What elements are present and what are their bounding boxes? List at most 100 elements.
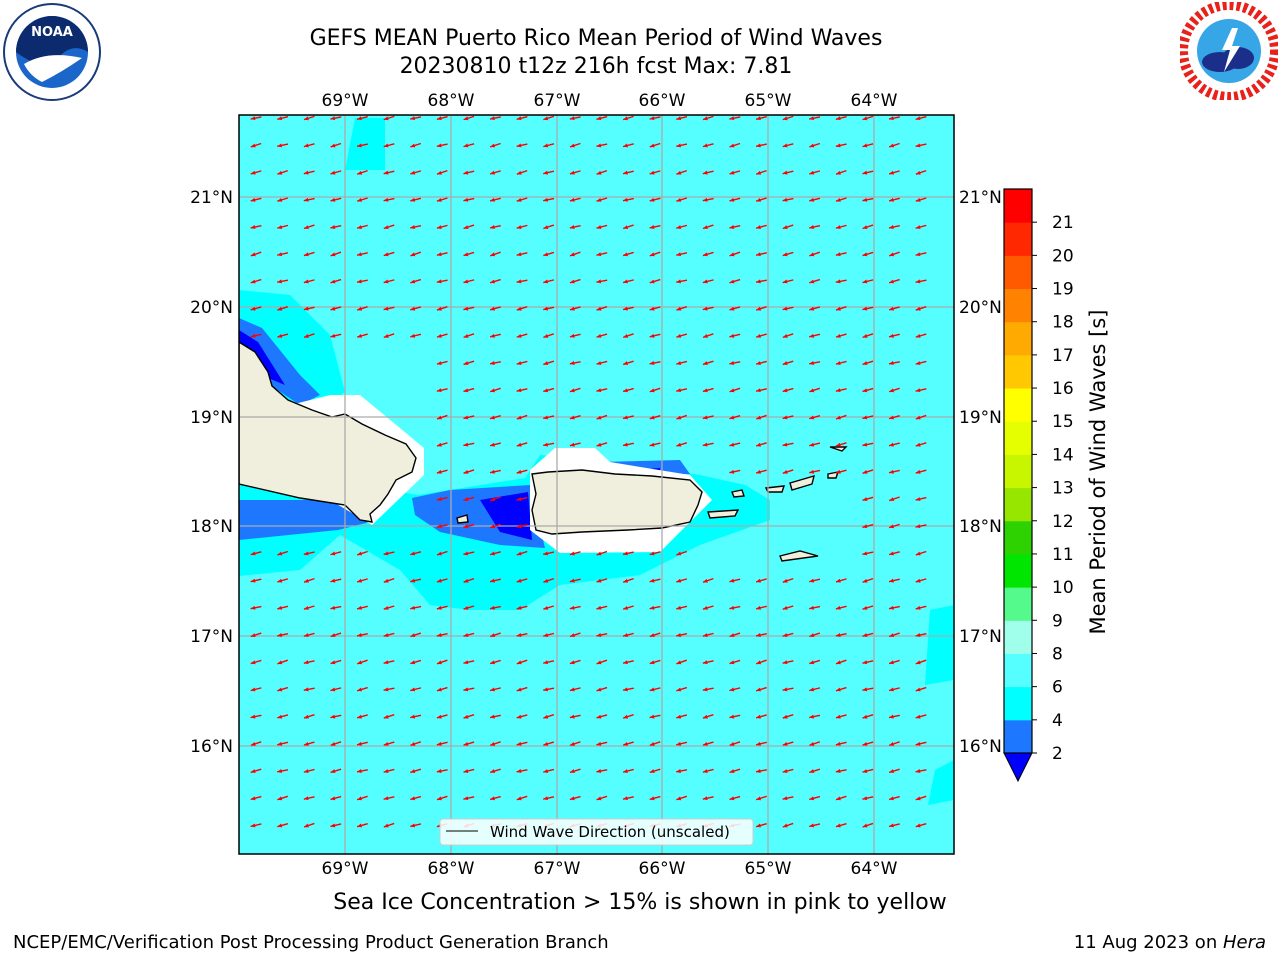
wind-wave-arrow [463,577,475,583]
wind-wave-arrow [702,687,714,692]
wind-wave-arrow [330,823,342,828]
wind-wave-arrow [915,388,927,393]
wind-wave-arrow [622,442,634,447]
wind-wave-arrow [596,442,608,447]
wind-wave-arrow [888,415,900,420]
wind-wave-arrow [915,823,927,828]
wind-wave-arrow [649,632,661,638]
wind-wave-arrow [569,659,581,665]
wind-wave-arrow [250,278,262,284]
wind-wave-arrow [250,795,262,801]
wind-wave-arrow [330,142,342,148]
colorbar-tick-label: 21 [1052,213,1074,233]
wind-wave-arrow [543,224,555,230]
wind-wave-arrow [303,768,315,773]
wind-wave-arrow [888,741,900,747]
wind-wave-arrow [755,115,767,121]
wind-wave-arrow [596,333,608,338]
wind-wave-arrow [755,442,767,447]
noaa-logo-icon: NOAA [3,3,101,101]
wind-wave-arrow [702,605,714,610]
wind-wave-arrow [888,116,900,121]
wind-wave-arrow [862,306,874,311]
wind-wave-arrow [676,143,688,148]
wind-wave-arrow [250,142,262,148]
wind-wave-arrow [277,795,289,801]
wind-wave-arrow [755,333,767,338]
wind-wave-arrow [250,116,262,121]
lon-tick-label: 68°W [428,859,475,879]
wind-wave-arrow [277,714,289,719]
wind-wave-arrow [436,197,448,202]
wind-wave-arrow [516,632,528,637]
wind-wave-arrow [356,252,368,257]
wind-wave-arrow [463,605,475,610]
wind-wave-arrow [622,687,634,692]
wind-wave-arrow [277,279,289,284]
wind-wave-arrow [463,469,475,474]
wind-wave-arrow [809,306,821,311]
wind-wave-arrow [676,224,688,229]
wind-wave-arrow [569,551,581,556]
wind-wave-arrow [676,360,688,365]
wind-wave-arrow [463,115,475,121]
wind-wave-arrow [463,170,475,175]
wind-wave-arrow [835,769,847,773]
colorbar-tick-label: 2 [1052,744,1063,764]
colorbar-tick-label: 4 [1052,711,1063,731]
wind-wave-arrow [383,741,395,746]
wind-wave-arrow [383,170,395,175]
wind-wave-arrow [489,605,501,610]
wind-wave-arrow [596,306,608,311]
wind-wave-arrow [516,496,528,501]
wind-wave-arrow [782,442,794,447]
graticule [239,115,954,854]
wind-wave-arrow [356,143,368,148]
wind-wave-arrow [649,741,661,747]
wind-wave-arrow [330,768,342,774]
wind-wave-arrow [330,551,342,556]
wind-wave-arrow [835,279,847,284]
wind-wave-arrow [596,360,608,365]
wind-wave-arrow [676,442,688,447]
wind-wave-arrow [569,306,581,311]
wind-wave-arrow [330,116,342,121]
wind-wave-arrow [782,279,794,284]
wind-wave-arrow [303,605,315,610]
wind-wave-arrow [888,251,900,257]
wind-wave-arrow [303,279,315,284]
wind-wave-arrow [596,659,608,665]
wind-wave-arrow [436,632,448,637]
wind-wave-arrow [277,306,289,311]
wind-wave-arrow [835,632,847,637]
wind-wave-arrow [862,714,874,719]
colorbar-tick-label: 18 [1052,313,1074,333]
wind-wave-arrow [410,605,422,610]
wind-wave-arrow [277,197,289,202]
wind-wave-arrow [835,197,847,202]
wind-wave-arrow [888,768,900,774]
wind-wave-arrow [809,415,821,420]
wind-wave-arrow [436,360,448,365]
wind-wave-arrow [250,224,262,229]
wind-wave-arrow [729,361,741,365]
wind-wave-arrow [463,197,475,202]
wind-wave-arrow [915,414,927,420]
wind-wave-arrow [436,333,448,338]
wind-wave-arrow [383,605,395,610]
colorbar-tick-label: 11 [1052,545,1074,565]
wind-wave-arrow [862,660,874,665]
wind-wave-arrow [702,796,714,801]
wind-wave-arrow [862,469,874,474]
colorbar: 2 4 6 8 9 10 11 12 13 14 15 16 17 18 19 20 21 [1003,188,1074,783]
wind-wave-arrow [383,306,395,311]
wind-wave-arrow [569,442,581,447]
wind-wave-arrow [835,605,847,610]
wind-wave-arrow [835,115,847,121]
wind-wave-arrow [809,605,821,610]
wind-wave-arrow [809,387,821,393]
wind-wave-arrow [835,306,847,311]
virgin-islands [764,485,786,493]
lon-tick-label: 69°W [322,859,369,879]
wind-wave-arrow [516,741,528,746]
